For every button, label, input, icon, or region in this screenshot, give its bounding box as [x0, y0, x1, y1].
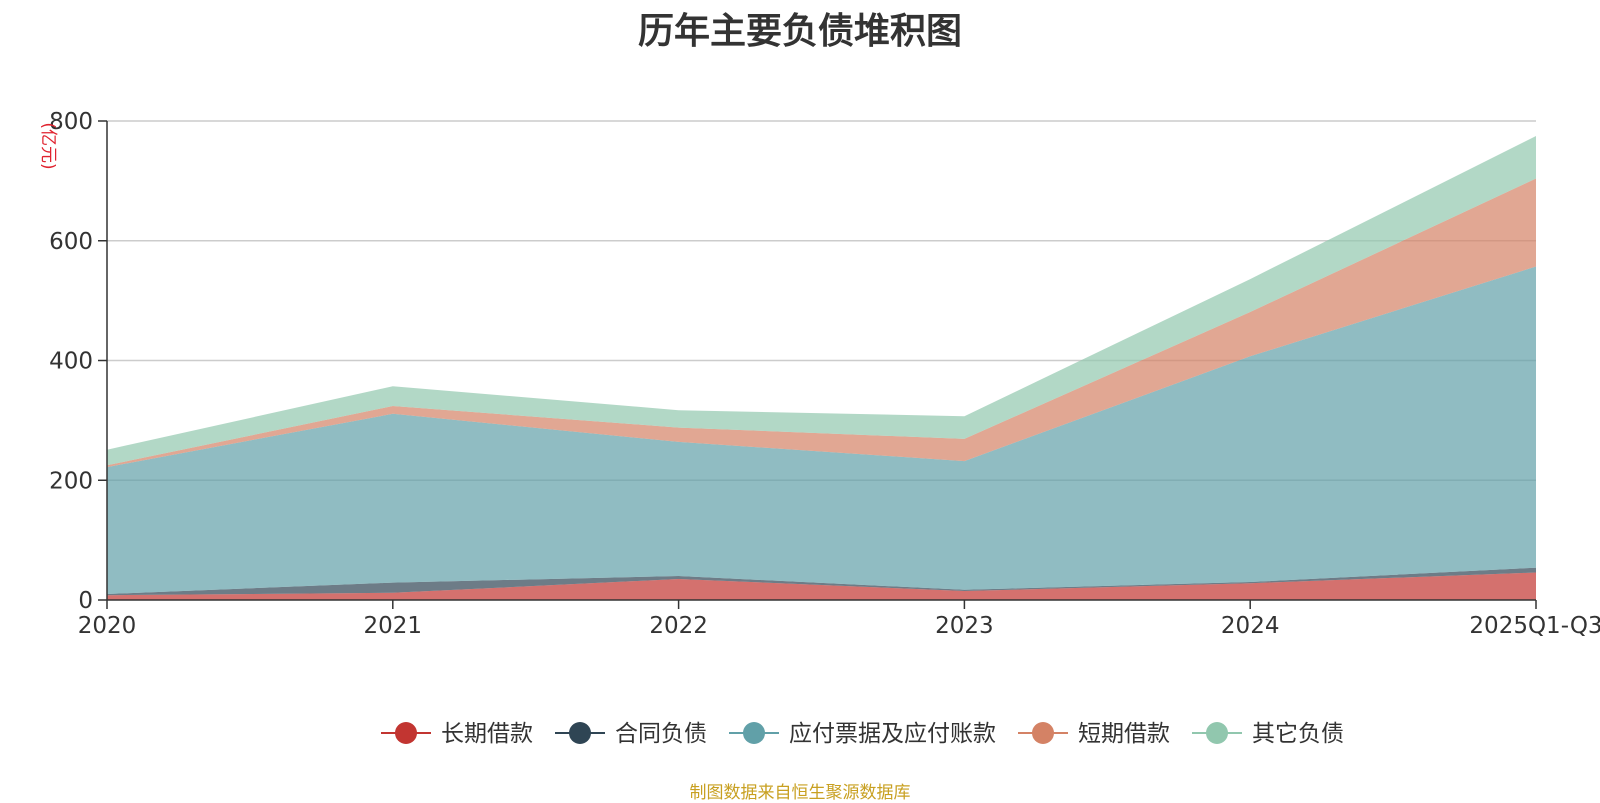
data-source-note: 制图数据来自恒生聚源数据库	[689, 783, 911, 803]
legend: 长期借款 合同负债 应付票据及应付账款 短期借款 其它负债	[381, 721, 1344, 747]
axes: 0 200 400 600 800 2020 2021 2022 2023 2024 2025Q1-…	[38, 109, 1600, 639]
area-series-4	[107, 136, 1536, 466]
legend-item-0: 长期借款	[381, 721, 533, 747]
x-tick-label-1: 2021	[364, 613, 423, 639]
area-series-3	[107, 178, 1536, 468]
area-series-1	[107, 567, 1536, 596]
legend-item-2: 应付票据及应付账款	[729, 721, 996, 747]
legend-marker-1	[569, 722, 591, 744]
y-tick-label-0: 0	[78, 588, 93, 614]
area-series-0	[107, 572, 1536, 600]
y-tick-label-800: 800	[49, 109, 93, 135]
legend-item-4: 其它负债	[1192, 721, 1344, 747]
legend-marker-0	[395, 722, 417, 744]
legend-item-1: 合同负债	[555, 721, 707, 747]
x-tick-label-5: 2025Q1-Q3	[1469, 613, 1600, 639]
legend-marker-3	[1032, 722, 1054, 744]
area-series-group	[107, 136, 1536, 600]
y-unit-label: (亿元)	[38, 122, 58, 169]
legend-label-0: 长期借款	[441, 721, 533, 747]
legend-label-3: 短期借款	[1078, 721, 1170, 747]
legend-label-2: 应付票据及应付账款	[789, 721, 996, 747]
x-tick-label-4: 2024	[1221, 613, 1280, 639]
legend-item-3: 短期借款	[1018, 721, 1170, 747]
chart-title: 历年主要负债堆积图	[637, 11, 962, 52]
legend-marker-2	[743, 722, 765, 744]
legend-label-4: 其它负债	[1252, 721, 1344, 747]
x-tick-label-2: 2022	[649, 613, 708, 639]
legend-marker-4	[1206, 722, 1228, 744]
x-tick-label-3: 2023	[935, 613, 994, 639]
legend-label-1: 合同负债	[615, 721, 707, 747]
x-tick-label-0: 2020	[78, 613, 137, 639]
y-tick-label-400: 400	[49, 349, 93, 375]
y-tick-label-600: 600	[49, 229, 93, 255]
area-series-2	[107, 266, 1536, 594]
y-tick-label-200: 200	[49, 468, 93, 494]
